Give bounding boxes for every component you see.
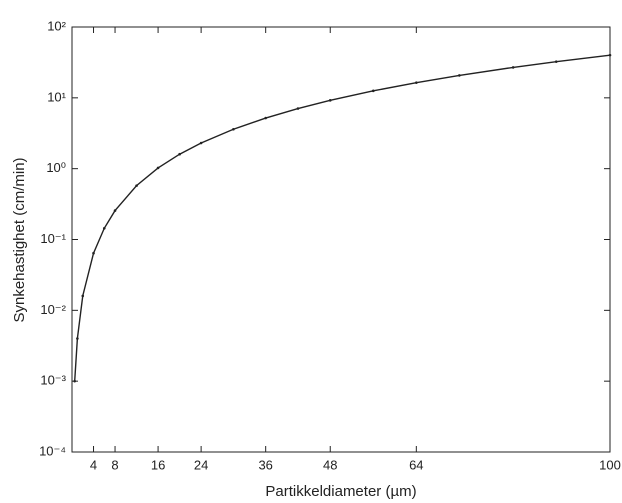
x-axis-title: Partikkeldiameter (µm): [265, 483, 416, 500]
point: [458, 74, 461, 77]
point: [328, 99, 332, 102]
point: [156, 166, 160, 170]
point: [73, 379, 76, 383]
point: [76, 337, 79, 340]
point: [178, 152, 181, 156]
x-tick-label: 4: [90, 457, 97, 472]
x-tick-label: 16: [151, 457, 165, 472]
point: [113, 209, 117, 212]
x-tick-label: 48: [323, 457, 337, 472]
y-tick-label: 10⁰: [46, 160, 66, 175]
point: [81, 294, 85, 298]
point: [371, 89, 375, 93]
line-series: [73, 54, 611, 382]
y-tick-label: 10⁻⁴: [39, 443, 66, 458]
y-tick-label: 10⁻²: [40, 302, 66, 317]
x-tick-label: 8: [111, 457, 118, 472]
point: [511, 66, 515, 69]
point: [608, 53, 612, 57]
y-tick-label: 10⁻³: [40, 373, 66, 388]
point: [232, 127, 235, 131]
x-tick-label: 64: [409, 457, 423, 472]
x-tick-label: 24: [194, 457, 208, 472]
y-tick-label: 10²: [47, 18, 66, 33]
plot-frame: [71, 26, 611, 453]
y-tick-label: 10¹: [47, 89, 66, 104]
point: [102, 226, 106, 230]
y-axis-title: Synkehastighet (cm/min): [11, 157, 28, 322]
x-tick-label: 100: [599, 457, 621, 472]
y-tick-label: 10⁻¹: [40, 231, 66, 246]
point: [296, 107, 300, 110]
point: [264, 116, 267, 120]
point: [92, 251, 95, 255]
point: [554, 60, 558, 63]
point: [199, 141, 203, 145]
point: [415, 81, 418, 84]
x-tick-label: 36: [258, 457, 272, 472]
point: [135, 184, 138, 187]
